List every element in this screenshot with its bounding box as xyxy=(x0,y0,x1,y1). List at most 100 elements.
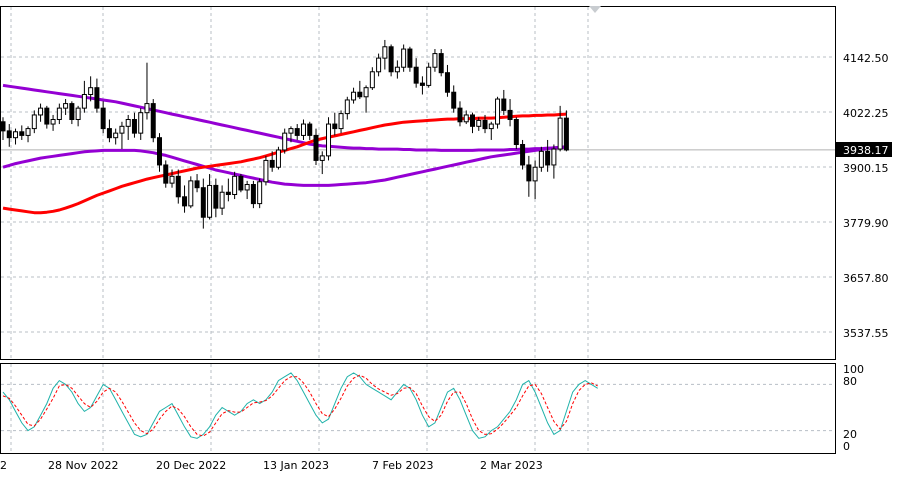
candle xyxy=(563,110,569,152)
candle-body xyxy=(144,103,150,114)
candle xyxy=(432,49,438,72)
candle-body xyxy=(275,149,281,168)
candle xyxy=(263,155,269,186)
candle xyxy=(257,178,263,209)
ma-third-line xyxy=(2,145,567,187)
candle-body xyxy=(488,123,494,130)
candle-body xyxy=(188,180,194,207)
stoch-signal-line xyxy=(2,374,598,437)
candle-body xyxy=(520,144,526,166)
candle-body xyxy=(182,196,188,207)
candlesticks xyxy=(0,39,569,229)
candle xyxy=(351,87,357,104)
candle xyxy=(100,101,106,134)
stochastic-panel[interactable] xyxy=(0,363,836,454)
candle xyxy=(369,67,375,90)
candle-body xyxy=(25,128,31,136)
stoch-tick-label: 20 xyxy=(843,428,857,441)
price-tick-label: 4142.50 xyxy=(843,52,889,65)
candle xyxy=(219,185,225,215)
candle-body xyxy=(451,91,457,109)
candle-body xyxy=(463,114,469,123)
candle-body xyxy=(532,166,538,182)
candle xyxy=(313,128,319,165)
candle-body xyxy=(326,123,332,157)
stoch-tick-label: 80 xyxy=(843,375,857,388)
candle xyxy=(138,108,144,140)
candle-body xyxy=(407,48,413,68)
candle xyxy=(426,62,432,88)
candle-body xyxy=(282,132,288,151)
candle xyxy=(13,128,19,145)
candle-body xyxy=(225,191,231,196)
candle xyxy=(56,103,62,125)
candle-body xyxy=(388,46,394,73)
candle xyxy=(551,144,557,179)
stoch-tick-label: 100 xyxy=(843,363,864,376)
candle xyxy=(545,139,551,172)
candle-body xyxy=(113,132,119,139)
price-panel[interactable] xyxy=(0,6,836,360)
candle-body xyxy=(419,82,425,86)
candle-body xyxy=(357,91,363,98)
candle xyxy=(150,99,156,143)
chart-shift-marker[interactable] xyxy=(589,6,601,13)
candle xyxy=(125,114,131,140)
candle-body xyxy=(257,181,263,205)
candle-body xyxy=(138,112,144,134)
candle-body xyxy=(513,119,519,146)
candle xyxy=(31,110,37,134)
candle xyxy=(482,114,488,134)
candle-body xyxy=(207,184,213,218)
date-tick-label: 13 Jan 2023 xyxy=(263,459,329,472)
price-tick-label: 3657.80 xyxy=(843,272,889,285)
current-price-label: 3938.17 xyxy=(843,144,889,157)
candle-body xyxy=(94,87,100,109)
candle-body xyxy=(482,119,488,130)
candle xyxy=(182,185,188,213)
candle xyxy=(81,80,87,113)
candle-body xyxy=(175,175,181,198)
candle xyxy=(38,103,44,122)
candle-body xyxy=(363,87,369,98)
price-tick-label: 3779.90 xyxy=(843,217,889,230)
candle xyxy=(50,114,56,131)
candle-body xyxy=(157,137,162,166)
candle xyxy=(300,119,306,140)
stochastic-lines xyxy=(2,372,598,439)
candle-body xyxy=(470,114,475,127)
candle-body xyxy=(557,117,563,150)
candle xyxy=(294,124,300,140)
candle xyxy=(175,169,181,204)
candle xyxy=(88,76,94,102)
candle-body xyxy=(426,66,432,86)
date-tick-label: 7 Feb 2023 xyxy=(372,459,433,472)
candle xyxy=(394,60,400,79)
candle-body xyxy=(307,123,313,136)
candle-body xyxy=(150,103,156,139)
candle-body xyxy=(75,107,81,121)
candle-body xyxy=(232,175,238,196)
candle xyxy=(376,53,382,77)
candle-body xyxy=(0,121,6,132)
candle xyxy=(244,180,250,200)
candle-body xyxy=(338,113,344,130)
candle xyxy=(288,126,294,143)
candle xyxy=(282,128,288,154)
candle-body xyxy=(476,119,482,127)
candle xyxy=(213,178,219,218)
candle-body xyxy=(169,175,175,184)
candle-body xyxy=(507,109,513,121)
candle xyxy=(194,174,200,193)
candle-body xyxy=(319,155,325,161)
candle xyxy=(169,169,175,188)
candle-body xyxy=(119,125,125,134)
candle xyxy=(307,121,313,140)
candle xyxy=(119,121,125,150)
candle-body xyxy=(288,128,294,134)
candle-body xyxy=(376,57,382,73)
candle xyxy=(463,110,469,125)
candle xyxy=(476,117,482,131)
candle-body xyxy=(545,150,551,166)
